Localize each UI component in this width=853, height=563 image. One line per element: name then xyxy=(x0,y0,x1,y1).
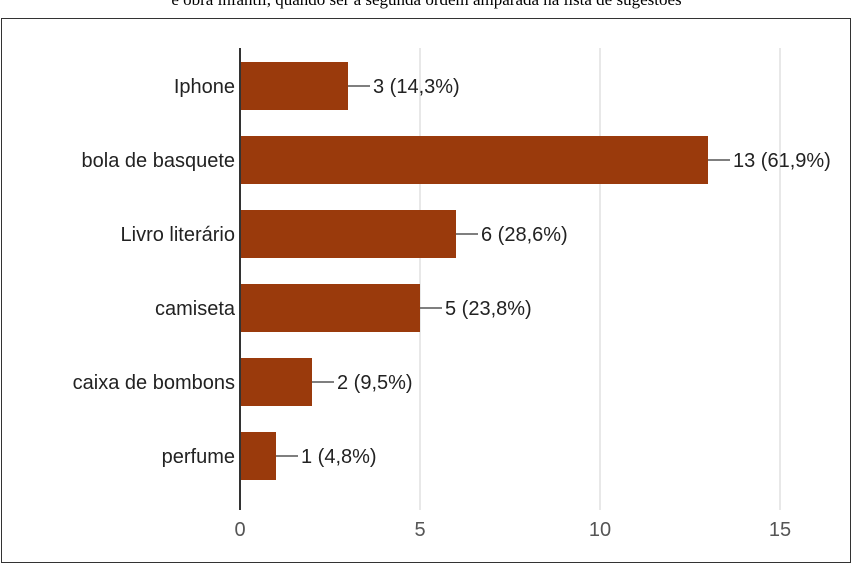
value-label: 1 (4,8%) xyxy=(301,446,377,468)
chart-frame xyxy=(1,18,851,563)
bar xyxy=(240,358,312,406)
value-label: 5 (23,8%) xyxy=(445,298,532,320)
bar xyxy=(240,432,276,480)
value-label: 13 (61,9%) xyxy=(733,150,831,172)
bar xyxy=(240,284,420,332)
bar xyxy=(240,62,348,110)
category-label: caixa de bombons xyxy=(73,372,235,394)
bars xyxy=(240,62,708,480)
bar xyxy=(240,136,708,184)
x-tick-label: 15 xyxy=(769,519,791,541)
x-tick-label: 0 xyxy=(234,519,245,541)
bar xyxy=(240,210,456,258)
value-label: 6 (28,6%) xyxy=(481,224,568,246)
labels: 0 5 10 15 3 (14,3%) Iphone 13 (61,9%) bola de b… xyxy=(73,76,831,541)
value-label: 3 (14,3%) xyxy=(373,76,460,98)
category-label: camiseta xyxy=(155,298,236,320)
x-tick-label: 10 xyxy=(589,519,611,541)
x-tick-label: 5 xyxy=(414,519,425,541)
category-label: Iphone xyxy=(174,76,235,98)
cropped-header-text: e obra infantil, quando ser à segunda or… xyxy=(0,0,853,10)
grid-lines xyxy=(419,48,781,510)
category-label: bola de basquete xyxy=(82,150,235,172)
category-label: Livro literário xyxy=(121,224,235,246)
category-label: perfume xyxy=(162,446,235,468)
value-label: 2 (9,5%) xyxy=(337,372,413,394)
